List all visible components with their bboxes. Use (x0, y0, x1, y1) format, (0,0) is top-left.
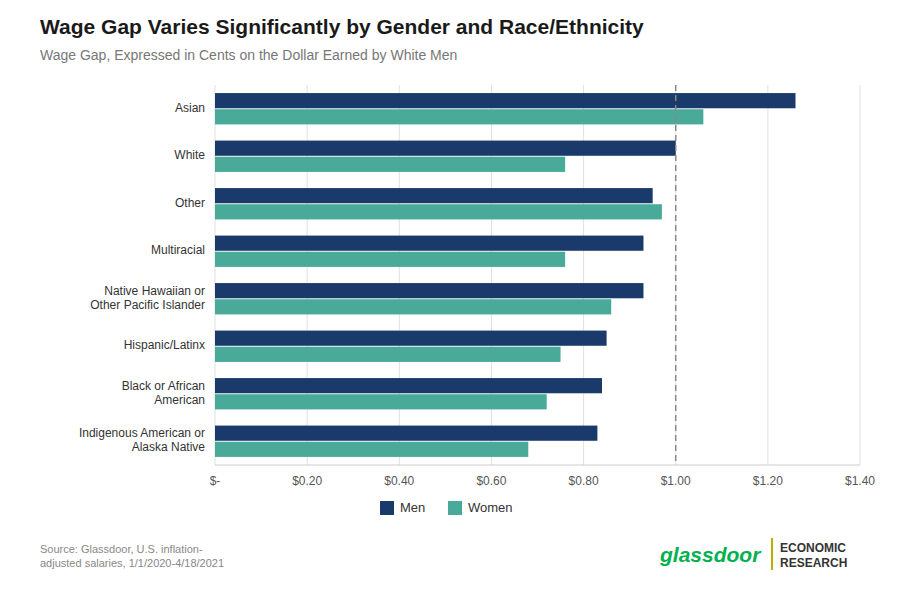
bar (215, 204, 662, 219)
tick-label: $0.60 (476, 474, 506, 488)
category-label: White (174, 148, 205, 162)
tick-label: $1.40 (845, 474, 875, 488)
category-label: Native Hawaiian orOther Pacific Islander (90, 284, 205, 312)
category-label: Multiracial (151, 243, 205, 257)
grid (215, 85, 860, 465)
legend-swatch (448, 501, 462, 515)
bar (215, 188, 653, 203)
subtitle: Wage Gap, Expressed in Cents on the Doll… (40, 47, 457, 63)
bar (215, 299, 611, 314)
y-axis: Asian White Other Multiracial Native Hawaiia… (79, 101, 205, 455)
category-label: Black or AfricanAmerican (122, 379, 205, 407)
branding: RESEARCH (780, 556, 847, 570)
category-label: Other (175, 196, 205, 210)
tick-label: $1.00 (661, 474, 691, 488)
tick-label: $0.40 (384, 474, 414, 488)
bar (215, 141, 676, 156)
bar (215, 93, 796, 108)
bar (215, 331, 607, 346)
bar (215, 347, 561, 362)
source: Source: Glassdoor, U.S. inflation-adjust… (40, 543, 224, 569)
axis-line (215, 465, 860, 466)
bar (215, 442, 528, 457)
bar (215, 236, 643, 251)
tick-label: $0.80 (569, 474, 599, 488)
bar (215, 252, 565, 267)
title: Wage Gap Varies Significantly by Gender … (40, 15, 644, 38)
bar (215, 157, 565, 172)
bar (215, 109, 703, 124)
bar (215, 283, 643, 298)
bar (215, 394, 547, 409)
legend-swatch (380, 501, 394, 515)
separator (771, 538, 773, 570)
background (0, 0, 902, 595)
reference-line (675, 85, 677, 465)
legend: Men Women (380, 500, 513, 515)
legend-label: Men (400, 500, 425, 515)
tick-label: $0.20 (292, 474, 322, 488)
branding: ECONOMIC (780, 541, 846, 555)
grid-line (860, 85, 861, 465)
bars (215, 93, 796, 457)
legend-label: Women (468, 500, 513, 515)
grid-line (767, 85, 768, 465)
tick-label: $- (210, 474, 221, 488)
category-label: Indigenous American orAlaska Native (79, 426, 205, 454)
bar (215, 426, 597, 441)
chart: Wage Gap Varies Significantly by Gender … (0, 0, 902, 595)
x-axis: $- $0.20 $0.40 $0.60 $0.80 $1.00 $1.20 $1.40 (210, 465, 876, 488)
category-label: Asian (175, 101, 205, 115)
tick-label: $1.20 (753, 474, 783, 488)
bar (215, 378, 602, 393)
branding: glassdoor (659, 543, 762, 566)
category-label: Hispanic/Latinx (124, 338, 205, 352)
